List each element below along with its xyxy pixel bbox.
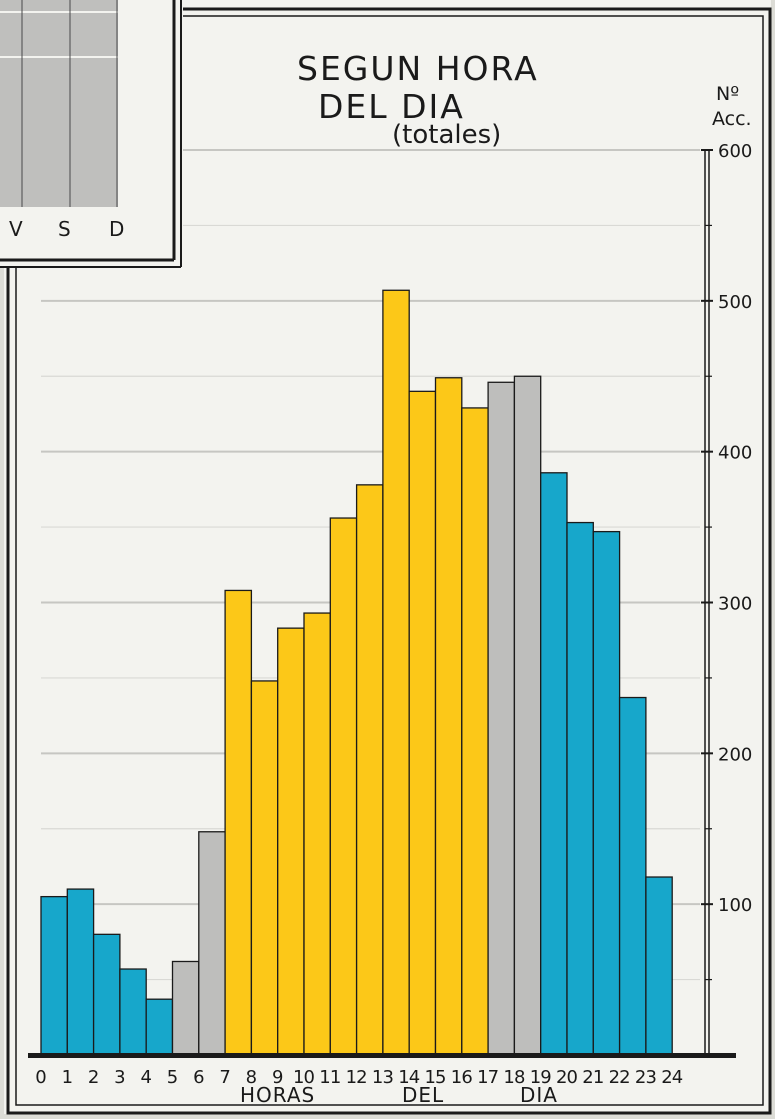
y-tick-label: 600 [718,141,752,162]
chart-frame-inner [15,15,764,1106]
x-tick-label: 0 [35,1067,46,1088]
bar-hour-8 [250,680,279,1056]
x-tick-label: 4 [140,1067,151,1088]
x-tick-label: 7 [219,1067,230,1088]
bar-hour-3 [119,968,147,1056]
inset-day-label: V [9,217,23,241]
y-tick-label: 500 [718,292,752,313]
bar-hour-14 [408,390,437,1056]
bar-hour-9 [277,627,305,1056]
x-tick-label: 8 [246,1067,257,1088]
x-tick-label: 2 [88,1067,99,1088]
bar-hour-13 [382,289,410,1056]
bar-hour-7 [224,589,253,1056]
x-tick-label: 9 [272,1067,283,1088]
inset-day-label: S [58,217,71,241]
x-tick-label: 1 [62,1067,73,1088]
x-tick-label: 11 [319,1067,341,1088]
bar-hour-15 [434,377,463,1056]
x-tick-label: 19 [530,1067,552,1088]
x-tick-label: 6 [193,1067,204,1088]
y-tick-label: 100 [718,895,752,916]
y-tick-label: 400 [718,443,752,464]
x-tick-label: 10 [293,1067,315,1088]
inset-day-label: D [109,217,124,241]
inset-plot-area [0,0,118,207]
chart-frame-outer [6,7,772,1115]
bar-hour-1 [66,888,95,1056]
y-ticks: 100 200 300 400 500 600 [701,141,752,981]
bar-hour-5 [171,960,200,1056]
y-tick-label: 200 [718,744,752,765]
chart-subtitle: (totales) [392,120,501,150]
bar-hour-12 [355,484,384,1056]
x-tick-label: 12 [346,1067,368,1088]
bar-hour-19 [540,472,568,1056]
bar-hour-16 [461,407,489,1056]
x-label-del: DEL [402,1083,444,1107]
chart-title-line1: SEGUN HORA [297,49,539,88]
y-axis-label-line2: Acc. [712,108,752,130]
x-tick-label: 13 [372,1067,394,1088]
bar-hour-17 [487,381,516,1056]
bar-hour-23 [645,876,673,1056]
chart-title-line2: DEL DIA [318,87,465,126]
x-label-horas: HORAS [240,1083,315,1107]
x-tick-label: 23 [635,1067,657,1088]
bar-hour-6 [198,831,226,1056]
x-tick-label: 20 [556,1067,578,1088]
inset-chart: V S D [0,0,183,268]
bar-hour-21 [592,530,621,1056]
y-tick-label: 300 [718,594,752,615]
bar-hour-4 [145,998,174,1056]
x-tick-label: 21 [582,1067,604,1088]
x-tick-label: 15 [425,1067,447,1088]
bar-hour-11 [329,517,358,1056]
x-tick-label: 14 [398,1067,420,1088]
bar-hour-22 [618,696,647,1056]
bar-hour-18 [513,375,542,1056]
bars [40,289,673,1056]
x-tick-label: 24 [661,1067,683,1088]
x-tick-label: 3 [114,1067,125,1088]
bar-hour-0 [40,895,68,1056]
y-axis-label-line1: Nº [716,83,739,105]
x-tick-label: 5 [167,1067,178,1088]
x-axis-baseline [28,1053,736,1058]
x-tick-label: 17 [477,1067,499,1088]
bar-hour-10 [303,612,331,1056]
x-tick-labels: 0 1 2 3 4 5 6 7 8 9 10 11 12 13 14 15 16 17 18 19 20 21 22 23 24 [35,1067,683,1088]
x-label-dia: DIA [520,1083,558,1107]
bar-hour-2 [92,933,121,1056]
x-tick-label: 16 [451,1067,473,1088]
bar-hour-20 [566,521,594,1056]
x-tick-label: 22 [609,1067,631,1088]
x-tick-label: 18 [503,1067,525,1088]
